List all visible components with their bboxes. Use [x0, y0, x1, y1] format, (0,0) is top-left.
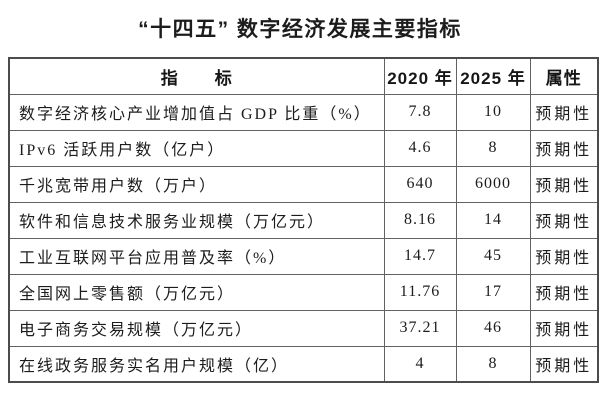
indicator-cell: 软件和信息技术服务业规模（万亿元）: [8, 201, 385, 239]
attribute-cell: 预期性: [529, 201, 599, 239]
table-row: 工业互联网平台应用普及率（%） 14.7 45 预期性: [8, 237, 599, 275]
indicator-cell: 全国网上零售额（万亿元）: [8, 273, 385, 311]
value-2025-cell: 17: [455, 273, 531, 311]
table-row: 电子商务交易规模（万亿元） 37.21 46 预期性: [8, 309, 599, 347]
header-indicator: 指 标: [8, 57, 385, 95]
table-row: 软件和信息技术服务业规模（万亿元） 8.16 14 预期性: [8, 201, 599, 239]
table-row: IPv6 活跃用户数（亿户） 4.6 8 预期性: [8, 129, 599, 167]
indicator-cell: 数字经济核心产业增加值占 GDP 比重（%）: [8, 93, 385, 131]
attribute-cell: 预期性: [529, 129, 599, 167]
attribute-cell: 预期性: [529, 309, 599, 347]
value-2025-cell: 10: [455, 93, 531, 131]
value-2025-cell: 14: [455, 201, 531, 239]
indicator-cell: IPv6 活跃用户数（亿户）: [8, 129, 385, 167]
attribute-cell: 预期性: [529, 345, 599, 383]
table-row: 在线政务服务实名用户规模（亿） 4 8 预期性: [8, 345, 599, 383]
value-2020-cell: 11.76: [383, 273, 457, 311]
indicator-cell: 千兆宽带用户数（万户）: [8, 165, 385, 203]
attribute-cell: 预期性: [529, 93, 599, 131]
value-2025-cell: 8: [455, 345, 531, 383]
attribute-cell: 预期性: [529, 165, 599, 203]
indicator-cell: 在线政务服务实名用户规模（亿）: [8, 345, 385, 383]
value-2020-cell: 640: [383, 165, 457, 203]
indicator-cell: 工业互联网平台应用普及率（%）: [8, 237, 385, 275]
table-row: 数字经济核心产业增加值占 GDP 比重（%） 7.8 10 预期性: [8, 93, 599, 131]
value-2020-cell: 8.16: [383, 201, 457, 239]
header-year-2020: 2020 年: [383, 57, 457, 95]
value-2025-cell: 46: [455, 309, 531, 347]
indicator-cell: 电子商务交易规模（万亿元）: [8, 309, 385, 347]
value-2025-cell: 6000: [455, 165, 531, 203]
header-row: 指 标 2020 年 2025 年 属性: [8, 57, 599, 95]
table-row: 全国网上零售额（万亿元） 11.76 17 预期性: [8, 273, 599, 311]
value-2020-cell: 7.8: [383, 93, 457, 131]
attribute-cell: 预期性: [529, 237, 599, 275]
table-row: 千兆宽带用户数（万户） 640 6000 预期性: [8, 165, 599, 203]
attribute-cell: 预期性: [529, 273, 599, 311]
indicators-table: 指 标 2020 年 2025 年 属性 数字经济核心产业增加值占 GDP 比重…: [8, 57, 599, 383]
value-2025-cell: 45: [455, 237, 531, 275]
value-2020-cell: 4: [383, 345, 457, 383]
header-year-2025: 2025 年: [455, 57, 531, 95]
value-2020-cell: 14.7: [383, 237, 457, 275]
value-2025-cell: 8: [455, 129, 531, 167]
header-attribute: 属性: [529, 57, 599, 95]
value-2020-cell: 37.21: [383, 309, 457, 347]
page-title: “十四五” 数字经济发展主要指标: [138, 18, 462, 41]
value-2020-cell: 4.6: [383, 129, 457, 167]
